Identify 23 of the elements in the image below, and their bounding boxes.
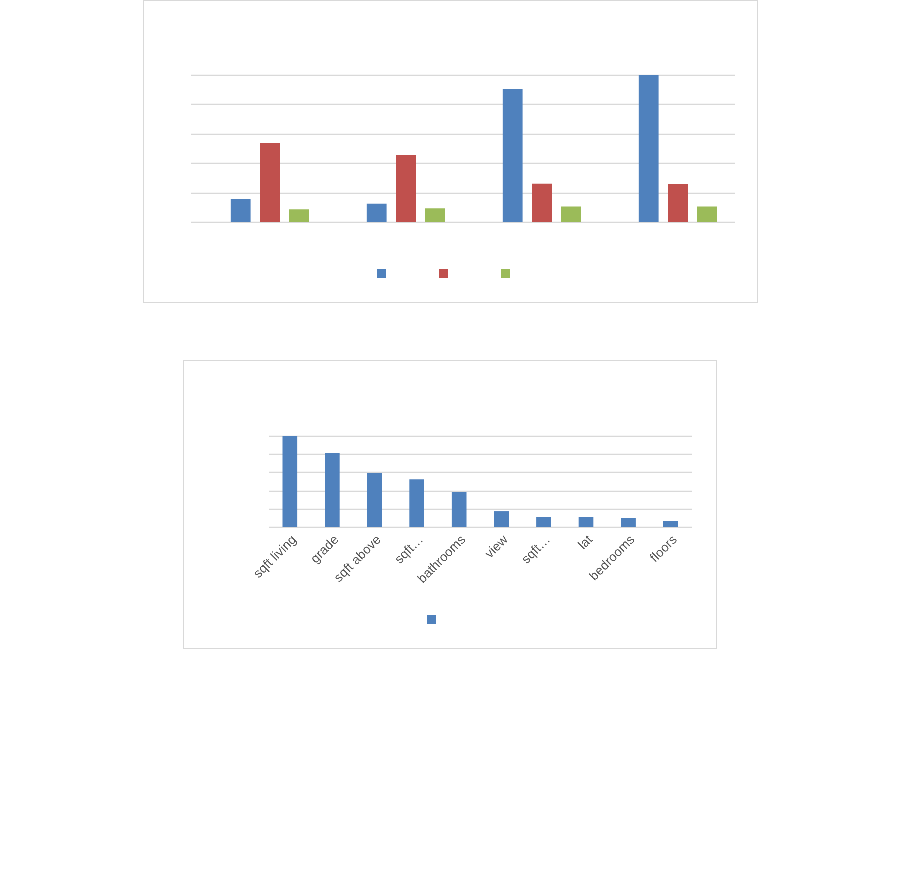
bar	[668, 184, 688, 222]
bar	[367, 473, 382, 527]
bar	[532, 184, 552, 222]
bar	[260, 144, 280, 222]
bar	[621, 518, 636, 527]
bar	[396, 154, 416, 222]
bar	[494, 512, 510, 527]
bar	[452, 492, 467, 527]
bar	[366, 204, 387, 222]
bar	[425, 208, 446, 222]
bar	[663, 521, 678, 527]
bar	[325, 453, 340, 527]
bar	[410, 480, 424, 527]
bar	[561, 206, 582, 222]
bar	[638, 75, 659, 222]
bar	[289, 210, 310, 222]
bar	[697, 206, 718, 222]
bar	[536, 516, 552, 527]
x-tick-label: view	[482, 532, 512, 562]
bar	[282, 436, 298, 527]
bar	[230, 199, 251, 222]
bar	[502, 89, 523, 222]
bar	[578, 516, 594, 527]
